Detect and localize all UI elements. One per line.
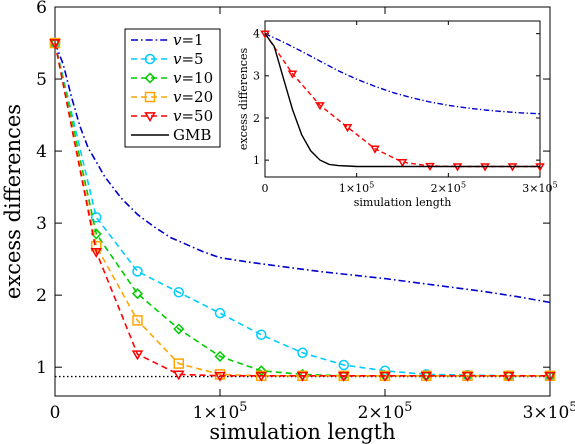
main-point-v-50 [420, 371, 433, 382]
legend-label: v=1 [173, 31, 204, 49]
inset-y-tick-label: 1 [253, 154, 260, 167]
inset-y-tick-label: 4 [253, 27, 260, 40]
inset-point-v-50 [260, 30, 270, 39]
inset-series-line-v-1 [264, 32, 541, 115]
inset-y-axis-label: excess differences [237, 48, 250, 151]
main-point-v-50 [379, 371, 391, 382]
legend-swatch-marker [144, 72, 156, 84]
main-point-v-10 [214, 350, 226, 362]
main-x-tick-label: 3×105 [523, 400, 575, 423]
main-y-tick-label: 4 [36, 142, 47, 162]
main-x-tick-label: 1×105 [193, 400, 248, 423]
main-point-v-5 [214, 307, 226, 319]
inset-x-tick-label: 0 [262, 182, 269, 195]
legend-item-v-20: v=20 [131, 88, 213, 106]
main-point-v-5 [297, 347, 308, 359]
main-y-tick-label: 3 [36, 214, 47, 234]
main-point-v-5 [338, 359, 349, 371]
inset-point-v-50 [342, 124, 353, 133]
inset-y-tick-label: 3 [253, 70, 260, 83]
main-point-v-5 [173, 287, 184, 298]
main-y-axis-label: excess differences [1, 104, 25, 299]
main-point-v-50 [502, 371, 515, 382]
main-x-tick-label: 0 [50, 403, 61, 423]
legend-label: v=5 [173, 50, 204, 68]
legend-item-gmb: GMB [131, 126, 211, 144]
main-series-line-v-5 [54, 42, 550, 377]
inset-series-line-gmb [264, 33, 540, 168]
main-point-v-50 [49, 39, 61, 49]
legend-swatch-marker [144, 53, 156, 65]
main-y-tick-label: 5 [36, 70, 47, 90]
legend-item-v-10: v=10 [131, 69, 213, 87]
inset-x-tick-label: 3×105 [522, 179, 557, 195]
inset-plot: 1 2 3 4 0 1×105 2×105 3×105 simulation length exc… [237, 20, 558, 209]
main-point-v-50 [131, 350, 144, 361]
main-point-v-10 [173, 323, 185, 335]
main-point-v-20 [132, 315, 143, 326]
main-y-tick-label: 1 [36, 358, 47, 378]
main-point-v-50 [461, 371, 474, 382]
legend-label: v=10 [173, 69, 213, 87]
main-series-line-v-20 [54, 42, 550, 377]
main-y-tick-label: 6 [36, 0, 47, 18]
legend-label: v=50 [173, 107, 213, 125]
inset-x-axis-label: simulation length [354, 196, 452, 209]
legend-item-v-5: v=5 [131, 50, 204, 68]
inset-y-tick-label: 2 [253, 112, 260, 125]
main-x-axis-label: simulation length [209, 420, 395, 444]
main-series-line-v-1 [54, 42, 551, 304]
main-x-tick-label: 2×105 [358, 400, 413, 423]
inset-point-v-50 [370, 145, 380, 154]
legend-label: v=20 [173, 88, 213, 106]
legend-item-v-50: v=50 [131, 107, 213, 125]
main-point-v-5 [91, 212, 102, 223]
legend-swatch-marker [144, 91, 156, 103]
main-series-line-v-50 [54, 42, 550, 377]
main-point-v-50 [255, 371, 268, 382]
main-point-v-50 [214, 371, 226, 382]
legend-swatch-marker [144, 112, 156, 122]
inset-point-v-50 [397, 159, 408, 168]
main-point-v-10 [131, 288, 144, 300]
main-point-v-50 [544, 371, 556, 382]
inset-point-v-50 [287, 70, 298, 79]
main-point-v-50 [90, 248, 103, 258]
main-point-v-50 [172, 370, 185, 381]
main-point-v-5 [132, 266, 143, 277]
inset-x-tick-label: 2×105 [431, 179, 466, 195]
inset-plot-frame [264, 20, 541, 178]
main-point-v-50 [296, 371, 309, 382]
legend-box [124, 28, 221, 148]
main-point-v-5 [256, 329, 267, 341]
main-point-v-50 [337, 371, 350, 382]
main-point-v-20 [173, 358, 184, 369]
inset-point-v-50 [315, 102, 325, 111]
legend-item-v-1: v=1 [131, 31, 204, 49]
main-y-tick-label: 2 [36, 286, 47, 306]
inset-x-tick-label: 1×105 [339, 179, 374, 195]
legend-label: GMB [173, 126, 211, 144]
